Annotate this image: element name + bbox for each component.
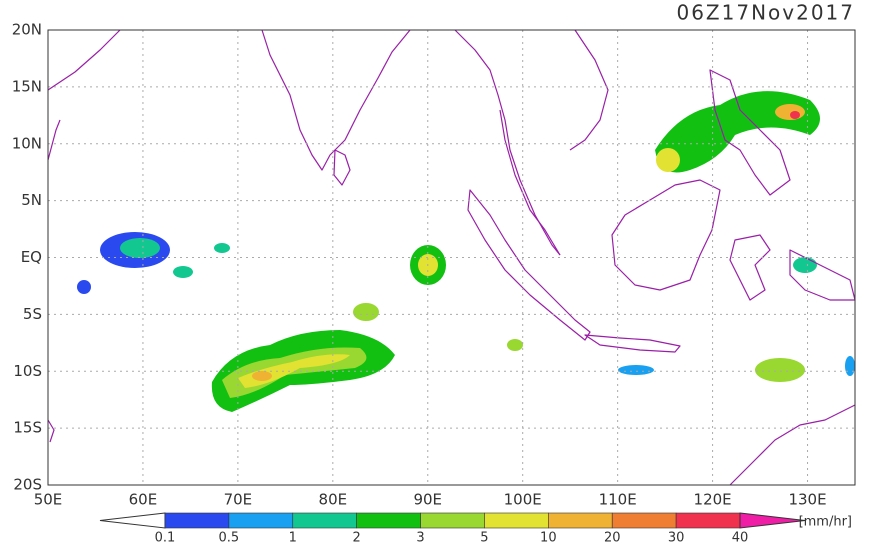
map-frame — [47, 29, 856, 486]
colorbar-arrow-high — [739, 512, 806, 529]
coastline — [261, 29, 411, 171]
colorbar-label: 10 — [540, 531, 557, 544]
colorbar-box — [611, 512, 677, 529]
colorbar-box — [548, 512, 613, 529]
rain-cell — [507, 339, 523, 351]
colorbar-arrow-low — [99, 512, 166, 529]
lat-label: 15S — [13, 419, 42, 437]
lat-label: 20N — [12, 21, 42, 39]
lat-label: EQ — [21, 248, 42, 266]
rain-cell — [775, 104, 805, 120]
colorbar-box — [292, 512, 357, 529]
lat-label: 10S — [13, 362, 42, 380]
colorbar: 0.1 0.5 1 2 3 5 10 20 30 40 [mm/hr] — [99, 512, 852, 544]
map-title: 06Z17Nov2017 — [676, 1, 855, 25]
colorbar-box — [420, 512, 485, 529]
lon-label: 60E — [129, 491, 158, 509]
rain-cell — [77, 280, 91, 294]
rain-cell — [120, 238, 160, 258]
grid — [48, 30, 855, 485]
rain-cell — [845, 356, 855, 376]
lat-label: 5N — [21, 191, 42, 209]
rain-cell — [793, 257, 817, 273]
lon-label: 130E — [788, 491, 826, 509]
colorbar-box — [228, 512, 294, 529]
colorbar-label: 0.5 — [219, 531, 240, 544]
colorbar-label: 2 — [353, 531, 361, 544]
lat-label: 20S — [13, 476, 42, 494]
coastline — [47, 29, 121, 91]
colorbar-label: 5 — [480, 531, 488, 544]
lat-label: 15N — [12, 77, 42, 95]
rain-cell — [618, 365, 654, 375]
rain-cell — [755, 358, 805, 382]
coastline — [569, 29, 609, 151]
rain-cell — [252, 371, 272, 381]
colorbar-box — [164, 512, 230, 529]
colorbar-box — [356, 512, 421, 529]
lon-label: 70E — [224, 491, 253, 509]
lat-label: 5S — [23, 305, 42, 323]
lon-label: 50E — [34, 491, 63, 509]
lon-label: 90E — [413, 491, 442, 509]
colorbar-unit: [mm/hr] — [799, 515, 852, 530]
coastline — [333, 149, 351, 186]
lon-label: 100E — [504, 491, 542, 509]
colorbar-label: 0.1 — [155, 531, 176, 544]
colorbar-label: 40 — [732, 531, 749, 544]
colorbar-box — [675, 512, 741, 529]
rain-cell — [214, 243, 230, 253]
rain-cell — [353, 303, 379, 321]
coastline — [584, 334, 681, 353]
coastline — [709, 69, 791, 196]
coastline — [47, 419, 55, 443]
lon-label: 80E — [319, 491, 348, 509]
colorbar-label: 30 — [668, 531, 685, 544]
coastline — [454, 29, 561, 256]
colorbar-box — [484, 512, 549, 529]
coastline — [47, 119, 61, 161]
rain-cell — [656, 148, 680, 172]
lon-label: 120E — [694, 491, 732, 509]
colorbar-label: 3 — [416, 531, 424, 544]
rain-cell — [790, 111, 800, 119]
coastline — [729, 234, 771, 301]
map-area — [47, 29, 856, 486]
lat-label: 10N — [12, 134, 42, 152]
coastline — [611, 179, 721, 291]
rain-cell — [173, 266, 193, 278]
lon-label: 110E — [599, 491, 637, 509]
colorbar-label: 20 — [604, 531, 621, 544]
coastline — [729, 404, 856, 486]
colorbar-label: 1 — [289, 531, 297, 544]
coastline — [789, 249, 856, 301]
